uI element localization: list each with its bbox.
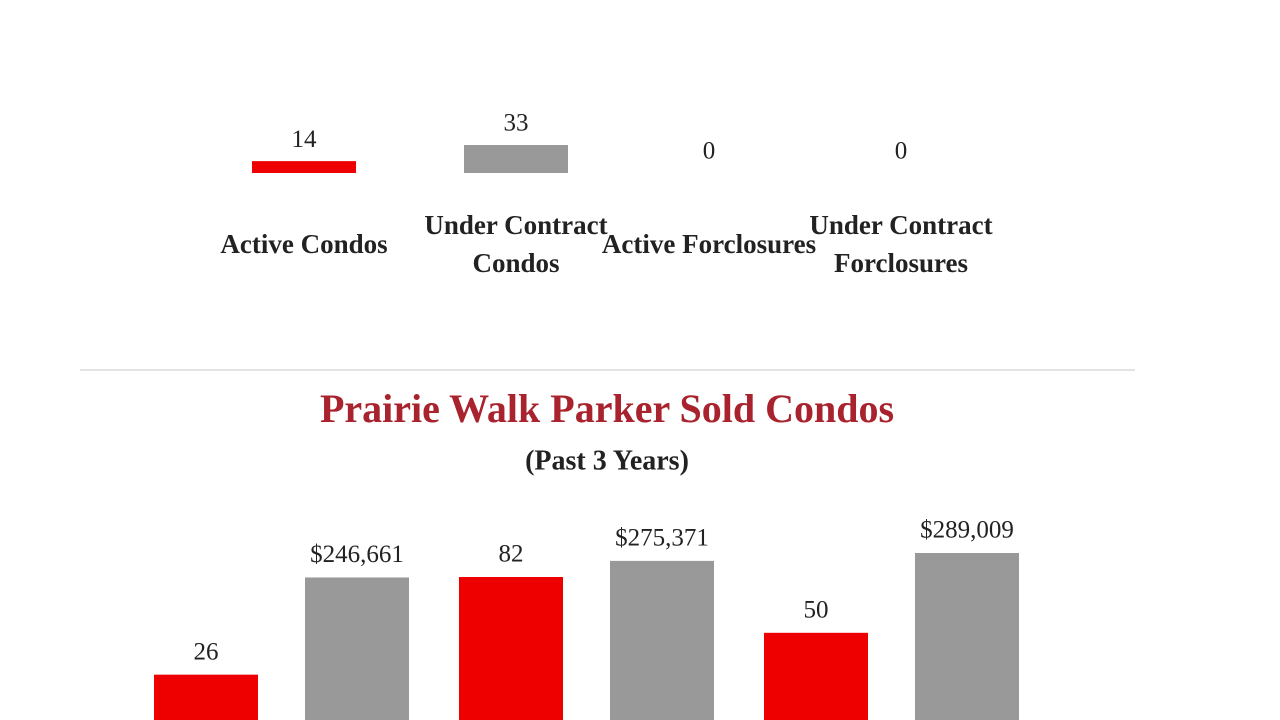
value-label: $246,661 <box>310 541 404 568</box>
value-label: 33 <box>504 110 529 137</box>
bar <box>915 553 1019 720</box>
bar <box>305 577 409 720</box>
bar <box>459 577 563 720</box>
bar <box>464 145 568 173</box>
category-label: Under Contract Condos <box>424 210 608 278</box>
bar <box>154 674 258 720</box>
value-label: 50 <box>804 597 829 624</box>
value-label: 0 <box>703 138 716 165</box>
value-label: 0 <box>895 138 908 165</box>
value-label: 82 <box>499 541 524 568</box>
chart-subtitle: (Past 3 Years) <box>525 445 689 476</box>
value-label: $289,009 <box>920 517 1014 544</box>
value-label: 26 <box>194 638 219 665</box>
bar <box>252 161 356 173</box>
chart-title: Prairie Walk Parker Sold Condos <box>320 386 894 431</box>
value-label: $275,371 <box>615 525 709 552</box>
category-label: Active Condos <box>220 229 388 259</box>
bar <box>610 560 714 720</box>
value-label: 14 <box>292 126 318 153</box>
category-label: Under Contract Forclosures <box>809 210 993 278</box>
category-label: Active Forclosures <box>601 229 817 259</box>
bar <box>764 632 868 720</box>
